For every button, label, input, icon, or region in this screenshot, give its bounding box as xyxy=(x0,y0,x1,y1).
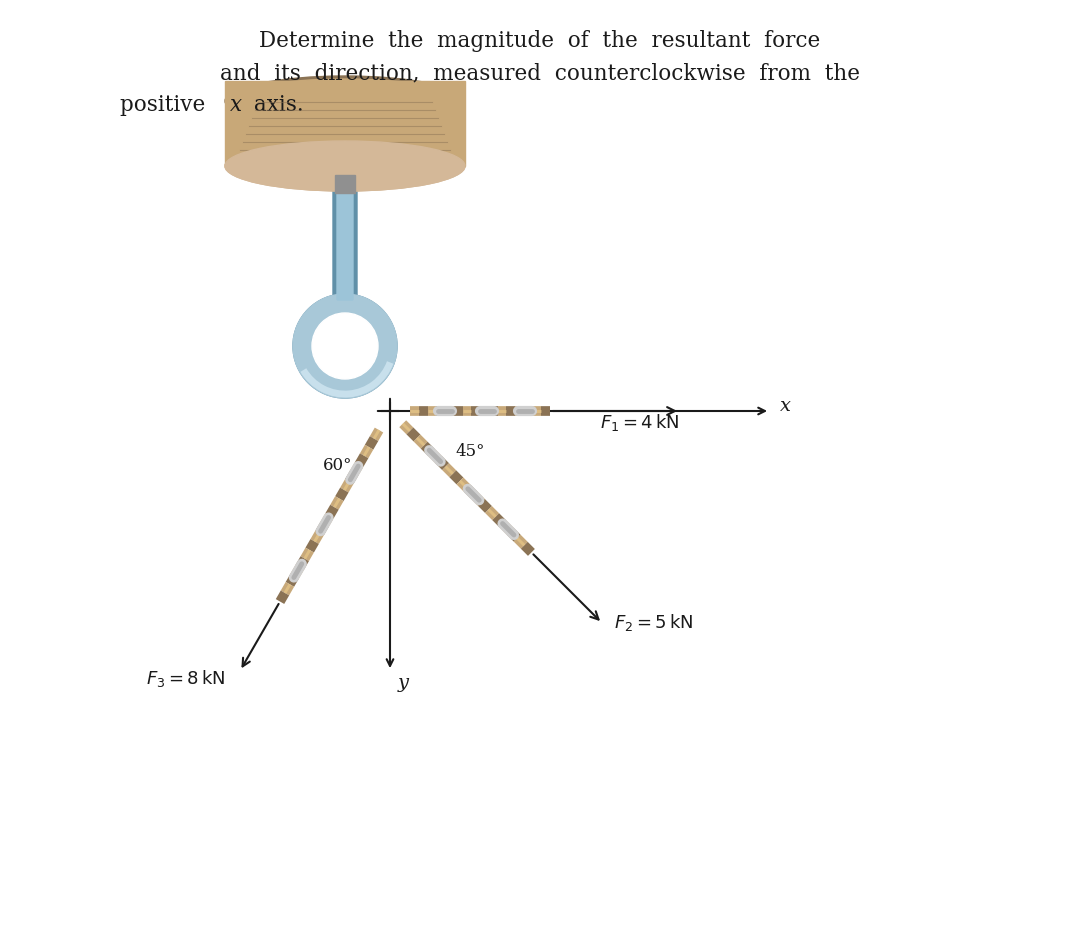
Text: $F_1 = 4\,\mathrm{kN}$: $F_1 = 4\,\mathrm{kN}$ xyxy=(600,412,679,433)
FancyBboxPatch shape xyxy=(337,180,353,300)
Text: 60°: 60° xyxy=(323,457,352,475)
Circle shape xyxy=(293,294,397,398)
Text: 45°: 45° xyxy=(455,442,485,459)
Text: y: y xyxy=(399,674,409,692)
Bar xyxy=(335,175,355,193)
Ellipse shape xyxy=(225,76,465,126)
FancyBboxPatch shape xyxy=(333,179,357,301)
Bar xyxy=(225,81,465,166)
Text: axis.: axis. xyxy=(247,94,303,116)
Text: positive: positive xyxy=(120,94,212,116)
Text: and  its  direction,  measured  counterclockwise  from  the: and its direction, measured counterclock… xyxy=(220,62,860,84)
Text: $F_2 = 5\,\mathrm{kN}$: $F_2 = 5\,\mathrm{kN}$ xyxy=(615,612,693,633)
Text: Determine  the  magnitude  of  the  resultant  force: Determine the magnitude of the resultant… xyxy=(259,30,821,52)
Text: x: x xyxy=(780,397,791,415)
Ellipse shape xyxy=(225,141,465,191)
Text: x: x xyxy=(230,94,242,116)
Ellipse shape xyxy=(225,141,465,191)
Text: $F_3 = 8\,\mathrm{kN}$: $F_3 = 8\,\mathrm{kN}$ xyxy=(146,668,225,689)
Circle shape xyxy=(312,313,378,379)
Ellipse shape xyxy=(228,79,462,123)
